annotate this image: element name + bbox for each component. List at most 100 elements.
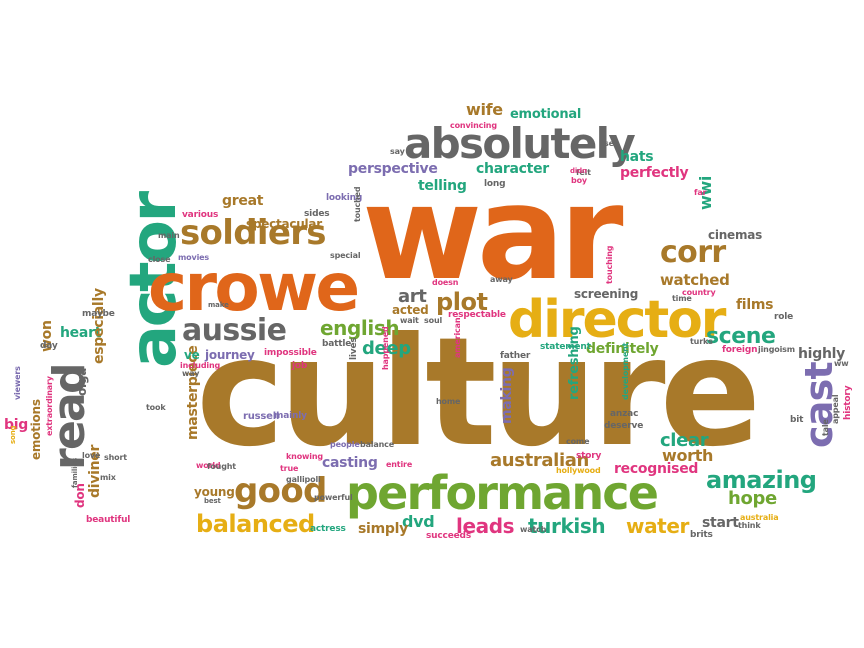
word-ve: ve <box>184 348 200 362</box>
word-didn: didn <box>570 167 587 175</box>
word-fought: fought <box>207 462 236 471</box>
word-foreign: foreign <box>722 345 758 355</box>
word-come: come <box>566 437 590 446</box>
word-say: say <box>390 147 405 156</box>
word-deep: deep <box>362 338 411 359</box>
word-refreshing: refreshing <box>567 326 582 400</box>
word-beautiful: beautiful <box>86 515 131 525</box>
word-character: character <box>476 161 549 177</box>
word-making: making <box>499 367 515 424</box>
word-soul: soul <box>424 316 443 325</box>
word-wait: wait <box>400 316 419 325</box>
word-extraordinary: extraordinary <box>45 376 54 436</box>
word-happened: happened <box>381 326 390 370</box>
word-corr: corr <box>660 235 726 270</box>
word-amazing: amazing <box>706 466 817 494</box>
word-olga: olga <box>75 367 89 396</box>
word-scene: scene <box>706 324 776 349</box>
word-aussie: aussie <box>182 313 287 348</box>
word-tale: tale <box>821 419 830 436</box>
word-people: people <box>330 440 360 449</box>
word-balance: balance <box>360 440 395 449</box>
word-anzac: anzac <box>610 409 639 419</box>
word-song: song <box>9 425 17 444</box>
word-entire: entire <box>386 460 413 469</box>
word-russell: russell <box>243 411 280 422</box>
word-make: make <box>208 301 229 309</box>
word-best: best <box>204 497 221 505</box>
word-touching: touching <box>605 245 614 284</box>
word-australian: australian <box>490 450 590 471</box>
word-ww: ww <box>834 359 849 368</box>
word-home: home <box>436 397 461 406</box>
word-story: story <box>576 451 602 461</box>
word-far: far <box>694 188 707 197</box>
word-telling: telling <box>418 178 467 194</box>
word-true: true <box>280 464 299 473</box>
word-jingoism: jingoism <box>758 345 795 354</box>
word-performance: performance <box>346 466 659 520</box>
word-father: father <box>500 351 531 361</box>
word-development: development <box>621 342 630 400</box>
word-big: big <box>4 417 29 433</box>
word-casting: casting <box>322 455 378 471</box>
word-acted: acted <box>392 303 429 317</box>
word-away: away <box>490 275 513 284</box>
word-deserve: deserve <box>604 421 644 431</box>
word-hope: hope <box>728 488 777 509</box>
word-art: art <box>398 286 427 307</box>
word-leads: leads <box>456 514 515 538</box>
word-recognised: recognised <box>614 461 699 477</box>
word-perfectly: perfectly <box>620 165 689 181</box>
word-actress: actress <box>310 524 346 534</box>
word-boy: boy <box>571 176 587 185</box>
word-brits: brits <box>690 530 713 540</box>
word-especially: especially <box>91 288 107 364</box>
word-world: world <box>196 461 221 470</box>
word-set: set <box>604 139 618 148</box>
word-way: way <box>182 369 200 378</box>
word-turkish: turkish <box>528 514 606 538</box>
word-sides: sides <box>304 209 330 219</box>
word-cinemas: cinemas <box>708 228 762 242</box>
word-highly: highly <box>798 346 845 362</box>
word-emotions: emotions <box>29 399 43 460</box>
word-director: director <box>508 290 726 350</box>
word-touched: touched <box>353 186 362 223</box>
word-american: american <box>453 317 462 358</box>
word-great: great <box>222 193 264 209</box>
word-appeal: appeal <box>831 394 840 424</box>
word-wife: wife <box>466 100 503 119</box>
word-main: main <box>158 231 180 240</box>
word-close: close <box>148 255 171 264</box>
word-job: job <box>292 361 308 371</box>
word-including: including <box>180 361 221 370</box>
word-respectable: respectable <box>448 310 506 320</box>
word-english: english <box>320 316 400 340</box>
word-journey: journey <box>205 348 255 362</box>
word-lives: lives <box>349 337 359 360</box>
word-watched: watched <box>660 271 730 289</box>
word-clear: clear <box>660 430 709 451</box>
word-soldiers: soldiers <box>180 213 327 253</box>
word-various: various <box>182 210 219 220</box>
word-screening: screening <box>574 287 639 301</box>
word-time: time <box>672 294 692 303</box>
word-plot: plot <box>436 288 488 316</box>
word-statement: statement <box>540 342 591 352</box>
word-short: short <box>104 453 127 462</box>
word-watch: watch <box>520 525 547 534</box>
word-doesn: doesn <box>432 278 459 287</box>
word-maybe: maybe <box>82 309 115 319</box>
word-love: love <box>82 451 101 460</box>
word-balanced: balanced <box>196 510 315 538</box>
word-war: war <box>362 157 624 309</box>
word-convincing: convincing <box>450 121 497 130</box>
word-mainly: mainly <box>274 411 307 421</box>
word-knowing: knowing <box>286 452 323 461</box>
word-dvd: dvd <box>402 512 435 531</box>
word-families: families <box>71 457 79 488</box>
word-took: took <box>146 403 166 412</box>
word-spectacular: spectacular <box>246 217 322 231</box>
